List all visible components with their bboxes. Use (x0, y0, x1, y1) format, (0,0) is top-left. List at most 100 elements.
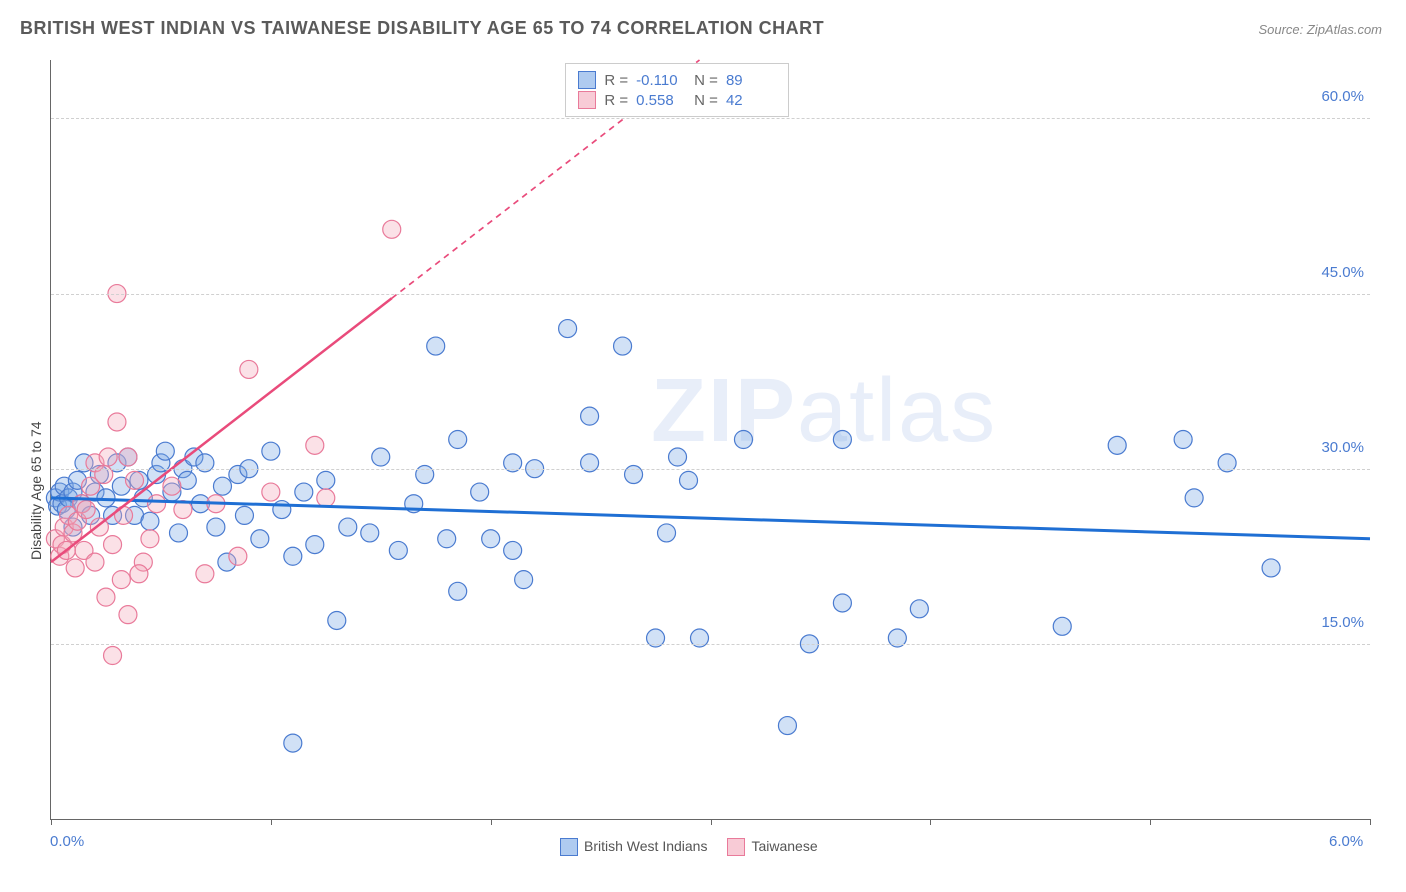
scatter-point (284, 547, 302, 565)
x-tick (1370, 819, 1371, 825)
scatter-point (833, 594, 851, 612)
y-tick-label: 15.0% (1309, 614, 1364, 631)
scatter-point (317, 471, 335, 489)
n-label: N = (694, 92, 718, 109)
scatter-point (1185, 489, 1203, 507)
scatter-point (119, 448, 137, 466)
scatter-point (504, 541, 522, 559)
gridline (51, 644, 1370, 645)
scatter-point (104, 647, 122, 665)
scatter-point (130, 565, 148, 583)
gridline (51, 294, 1370, 295)
legend-stats-box: R =-0.110N =89R =0.558N =42 (565, 63, 789, 117)
scatter-point (372, 448, 390, 466)
scatter-point (284, 734, 302, 752)
scatter-point (156, 442, 174, 460)
r-label: R = (604, 72, 628, 89)
scatter-point (778, 717, 796, 735)
scatter-point (262, 442, 280, 460)
scatter-point (328, 611, 346, 629)
y-tick-label: 45.0% (1309, 264, 1364, 281)
scatter-point (148, 495, 166, 513)
n-label: N = (694, 72, 718, 89)
scatter-point (306, 436, 324, 454)
x-tick (51, 819, 52, 825)
scatter-point (1262, 559, 1280, 577)
x-tick (930, 819, 931, 825)
x-tick (711, 819, 712, 825)
source-label: Source: ZipAtlas.com (1258, 22, 1382, 37)
scatter-point (734, 431, 752, 449)
chart-title: BRITISH WEST INDIAN VS TAIWANESE DISABIL… (20, 18, 824, 39)
legend-swatch (578, 71, 596, 89)
scatter-point (86, 553, 104, 571)
scatter-point (229, 547, 247, 565)
legend-swatch (560, 838, 578, 856)
scatter-point (1108, 436, 1126, 454)
scatter-point (658, 524, 676, 542)
x-tick (491, 819, 492, 825)
scatter-point (66, 559, 84, 577)
legend-swatch (727, 838, 745, 856)
chart-container: BRITISH WEST INDIAN VS TAIWANESE DISABIL… (0, 0, 1406, 892)
legend-item: Taiwanese (727, 838, 817, 856)
scatter-point (1174, 431, 1192, 449)
plot-area: ZIPatlas R =-0.110N =89R =0.558N =42 (50, 60, 1370, 820)
legend-stats-row: R =0.558N =42 (578, 91, 776, 109)
scatter-point (427, 337, 445, 355)
scatter-point (559, 320, 577, 338)
n-value: 42 (726, 92, 776, 109)
plot-svg (51, 60, 1370, 819)
legend-bottom: British West Indians Taiwanese (560, 838, 818, 856)
scatter-point (306, 536, 324, 554)
scatter-point (295, 483, 313, 501)
scatter-point (99, 448, 117, 466)
y-axis-label: Disability Age 65 to 74 (28, 421, 44, 560)
scatter-point (449, 431, 467, 449)
y-tick-label: 60.0% (1309, 88, 1364, 105)
legend-swatch (578, 91, 596, 109)
x-tick (1150, 819, 1151, 825)
scatter-point (438, 530, 456, 548)
scatter-point (170, 524, 188, 542)
scatter-point (361, 524, 379, 542)
scatter-point (262, 483, 280, 501)
scatter-point (112, 571, 130, 589)
scatter-point (581, 407, 599, 425)
scatter-point (833, 431, 851, 449)
scatter-point (119, 606, 137, 624)
x-tick-label: 6.0% (1329, 833, 1363, 850)
scatter-point (141, 512, 159, 530)
scatter-point (910, 600, 928, 618)
scatter-point (273, 501, 291, 519)
x-tick (271, 819, 272, 825)
scatter-point (97, 588, 115, 606)
scatter-point (251, 530, 269, 548)
x-tick-label: 0.0% (50, 833, 84, 850)
legend-item: British West Indians (560, 838, 707, 856)
scatter-point (482, 530, 500, 548)
scatter-point (126, 471, 144, 489)
scatter-point (196, 565, 214, 583)
scatter-point (389, 541, 407, 559)
scatter-point (669, 448, 687, 466)
r-value: -0.110 (636, 72, 686, 89)
scatter-point (235, 506, 253, 524)
scatter-point (339, 518, 357, 536)
scatter-point (680, 471, 698, 489)
scatter-point (108, 413, 126, 431)
scatter-point (97, 489, 115, 507)
scatter-point (141, 530, 159, 548)
r-value: 0.558 (636, 92, 686, 109)
scatter-point (1053, 617, 1071, 635)
scatter-point (240, 360, 258, 378)
scatter-point (515, 571, 533, 589)
scatter-point (383, 220, 401, 238)
scatter-point (163, 477, 181, 495)
gridline (51, 469, 1370, 470)
gridline (51, 118, 1370, 119)
scatter-point (213, 477, 231, 495)
scatter-point (449, 582, 467, 600)
scatter-point (104, 536, 122, 554)
legend-label: British West Indians (584, 838, 707, 854)
